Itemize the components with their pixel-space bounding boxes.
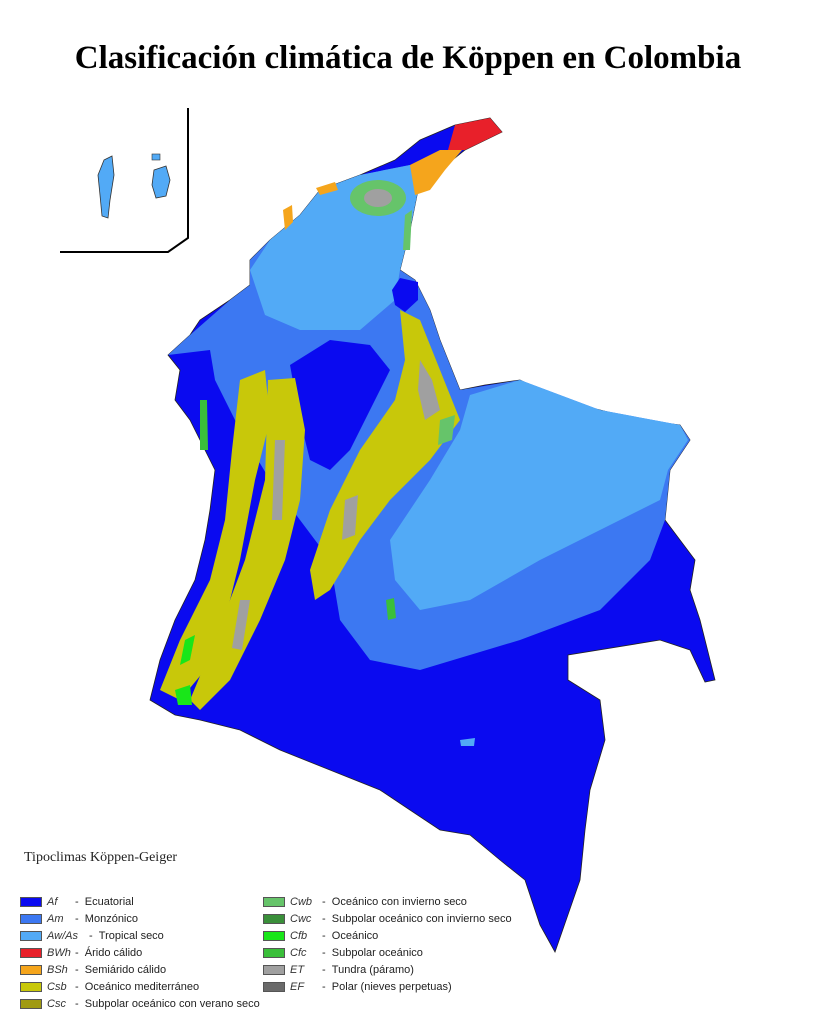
region-bsh-2 — [316, 182, 338, 195]
legend-item-et: ET - Tundra (páramo) — [263, 961, 512, 978]
legend-item-aw: Aw/As - Tropical seco — [20, 927, 260, 944]
legend-item-cwc: Cwc - Subpolar oceánico con invierno seco — [263, 910, 512, 927]
island-providencia — [151, 165, 171, 199]
island-san-andres — [97, 155, 115, 219]
legend-item-ef: EF - Polar (nieves perpetuas) — [263, 978, 512, 995]
legend-item-bwh: BWh - Árido cálido — [20, 944, 260, 961]
region-bwh — [448, 118, 502, 150]
region-bsh-3 — [283, 205, 293, 230]
legend-item-csb: Csb - Oceánico mediterráneo — [20, 978, 260, 995]
legend-item-am: Am - Monzónico — [20, 910, 260, 927]
legend-item-af: Af - Ecuatorial — [20, 893, 260, 910]
legend-item-cfc: Cfc - Subpolar oceánico — [263, 944, 512, 961]
region-aw-east — [390, 380, 688, 610]
legend-column-1: Af - Ecuatorial Am - Monzónico Aw/As - Trop… — [20, 893, 260, 1012]
region-cfb — [180, 635, 195, 665]
legend-item-bsh: BSh - Semiárido cálido — [20, 961, 260, 978]
legend-item-cwb: Cwb - Oceánico con invierno seco — [263, 893, 512, 910]
legend-title: Tipoclimas Köppen-Geiger — [24, 850, 178, 865]
legend-item-cfb: Cfb - Oceánico — [263, 927, 512, 944]
legend-item-csc: Csc - Subpolar oceánico con verano seco — [20, 995, 260, 1012]
region-bsh — [410, 150, 462, 195]
map-title: Clasificación climática de Köppen en Col… — [74, 40, 742, 76]
region-af-magdalena — [290, 340, 390, 470]
inset-frame — [60, 108, 189, 253]
region-et — [418, 360, 440, 420]
region-andes-west — [160, 370, 270, 700]
region-af-catatumbo — [392, 278, 418, 312]
legend-column-2: Cwb - Oceánico con invierno seco Cwc - Sub… — [263, 893, 512, 995]
